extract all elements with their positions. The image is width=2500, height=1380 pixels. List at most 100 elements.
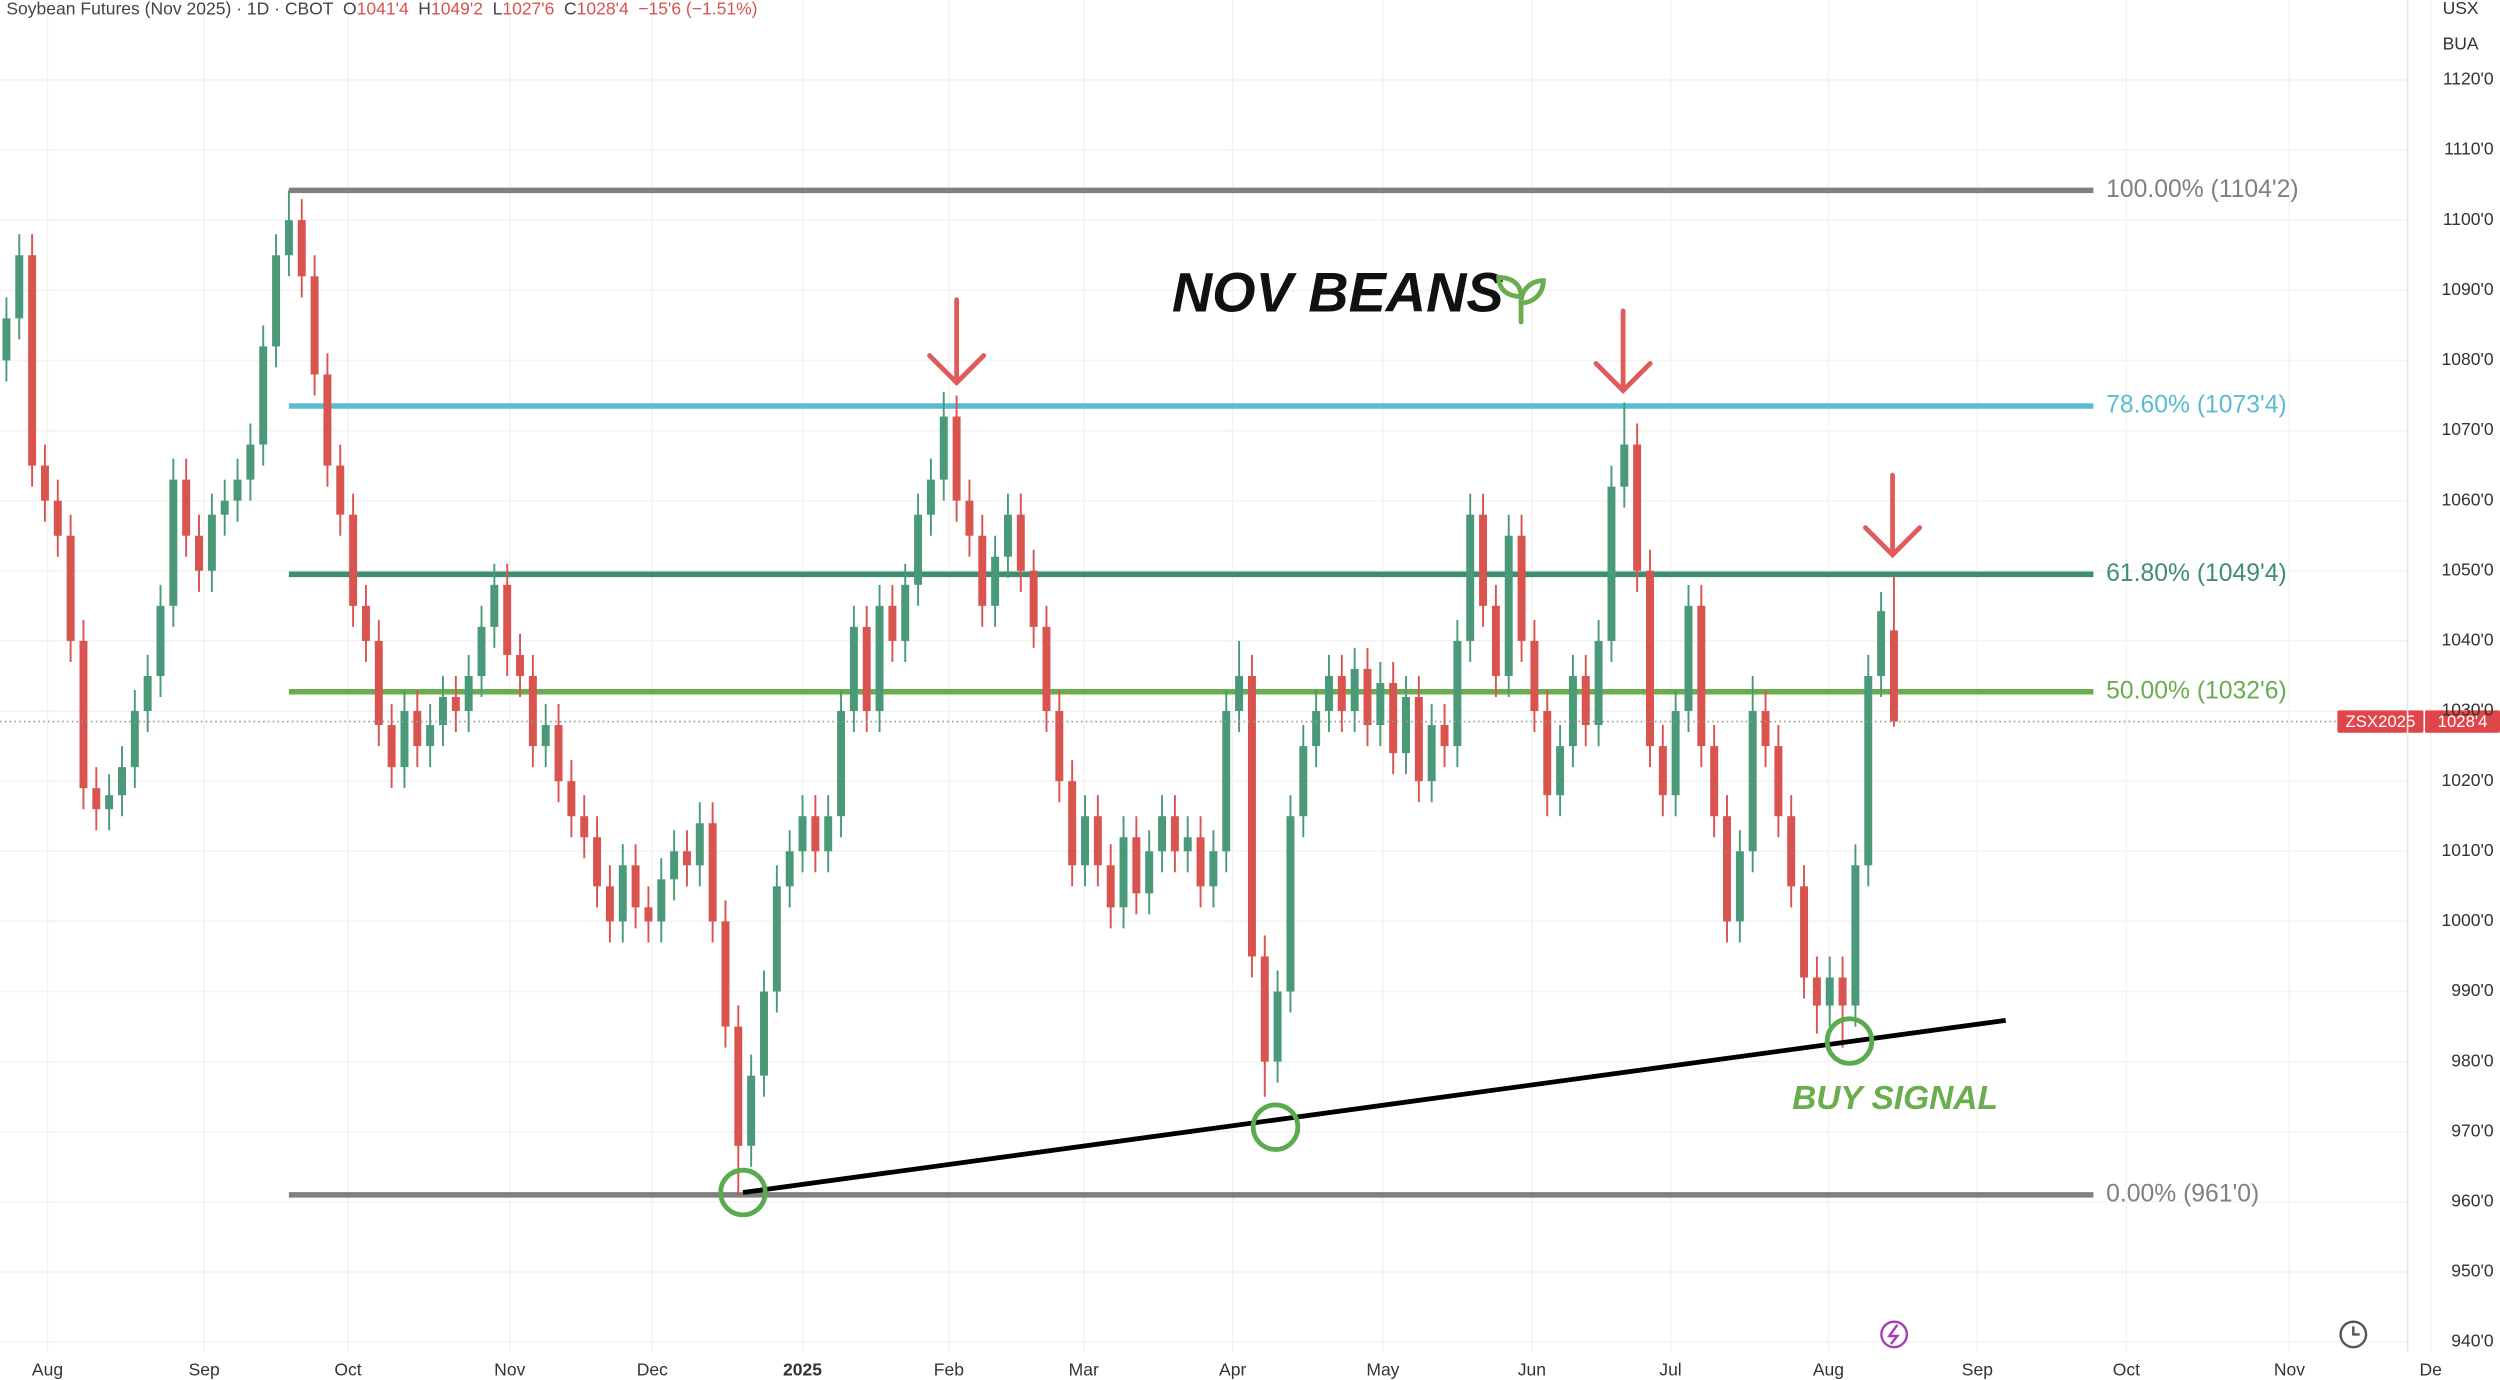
candle-body: [785, 851, 794, 887]
candle-body: [323, 374, 332, 466]
candle-body: [1453, 640, 1462, 747]
candle-body: [734, 1026, 743, 1146]
candle-body: [1517, 535, 1526, 641]
candle-body: [1299, 746, 1308, 817]
candle-body: [130, 711, 139, 768]
price-tag-label: 1028'4: [2438, 712, 2488, 731]
header-value: 1049'2: [431, 0, 483, 18]
candle-body: [1363, 668, 1372, 726]
y-tick-label: 970'0: [2451, 1120, 2494, 1140]
candle-body: [1851, 865, 1860, 1006]
y-tick-label: 940'0: [2451, 1331, 2494, 1351]
candles: [2, 190, 1898, 1195]
candle-body: [618, 865, 627, 922]
x-tick-label: Oct: [2113, 1360, 2140, 1380]
fib-label: 100.00% (1104'2): [2106, 176, 2298, 203]
candle-body: [413, 711, 422, 747]
candle-body: [605, 886, 614, 922]
candle-body: [297, 220, 306, 277]
candle-body: [580, 816, 589, 838]
candle-body: [1132, 837, 1141, 894]
y-tick-label: 1010'0: [2442, 840, 2494, 860]
candle-body: [310, 276, 319, 375]
candle-body: [914, 514, 923, 585]
header-key: L: [493, 0, 503, 18]
candle-body: [195, 535, 204, 571]
candle-body: [888, 605, 897, 641]
x-tick-label: Aug: [1813, 1360, 1844, 1380]
candle-body: [567, 781, 576, 817]
candle-body: [1761, 711, 1770, 747]
chart-title: NOV BEANS: [1172, 260, 1504, 323]
candle-body: [207, 514, 216, 571]
y-tick-label: 980'0: [2451, 1050, 2494, 1070]
candle-body: [156, 605, 165, 676]
candle-body: [1324, 675, 1333, 712]
candle-body: [182, 479, 191, 536]
y-tick-label: 1110'0: [2444, 139, 2494, 159]
candle-body: [695, 823, 704, 866]
x-tick-label: Nov: [494, 1360, 525, 1380]
candle-body: [1697, 605, 1706, 747]
candle-body: [1581, 675, 1590, 726]
header-key: H: [418, 0, 431, 18]
candle-body: [1877, 611, 1886, 676]
candle-body: [1068, 781, 1077, 866]
candle-body: [849, 626, 858, 712]
y-tick-label: 1050'0: [2442, 559, 2494, 579]
candle-body: [28, 255, 37, 466]
x-tick-label: Sep: [189, 1360, 220, 1380]
sprout-icon: [1496, 275, 1546, 325]
candle-body: [1055, 711, 1064, 782]
arrows: [927, 297, 1923, 559]
candle-body: [760, 991, 768, 1076]
candle-body: [92, 788, 101, 810]
candle-body: [400, 711, 409, 768]
candle-body: [2, 318, 11, 361]
candle-body: [1658, 746, 1667, 796]
candle-body: [259, 346, 268, 445]
candle-body: [1247, 675, 1256, 957]
y-tick-label: 950'0: [2451, 1261, 2494, 1281]
candle-body: [1029, 570, 1038, 627]
arrow: [927, 297, 987, 387]
lightning-icon: [1880, 1320, 1909, 1349]
header-key: C: [564, 0, 577, 18]
candle-body: [1286, 816, 1295, 992]
candle-body: [1800, 886, 1809, 978]
candle-body: [105, 795, 114, 810]
y-tick-label: 1100'0: [2443, 209, 2494, 229]
candle-body: [1016, 514, 1025, 571]
candle-body: [387, 725, 396, 768]
candle-body: [169, 479, 178, 606]
fib-label: 50.00% (1032'6): [2106, 677, 2287, 704]
clock-icon: [2339, 1320, 2368, 1349]
candle-body: [1106, 865, 1115, 908]
candle-body: [1748, 711, 1757, 852]
candle-body: [1414, 697, 1423, 782]
candle-body: [1235, 675, 1244, 712]
candle-body: [272, 255, 281, 347]
candle-body: [1491, 605, 1500, 676]
candle-body: [1145, 851, 1154, 894]
candle-body: [1825, 977, 1834, 1006]
y-tick-label: 1020'0: [2442, 770, 2494, 790]
candle-body: [451, 697, 460, 712]
x-tick-label: Nov: [2274, 1360, 2305, 1380]
candle-body: [1158, 816, 1167, 852]
fib-label: 61.80% (1049'4): [2106, 560, 2287, 587]
x-tick-label: Sep: [1962, 1360, 1993, 1380]
y-tick-label: 990'0: [2451, 980, 2494, 1000]
candle-body: [965, 500, 974, 536]
signal-circle: [1250, 1102, 1301, 1152]
candle-body: [439, 697, 447, 726]
y-tick-label: 1060'0: [2442, 489, 2494, 509]
candle-body: [349, 514, 358, 606]
candle-body: [747, 1075, 756, 1146]
y-tick-label: 1000'0: [2442, 910, 2494, 930]
candle-body: [1774, 746, 1783, 817]
candle-body: [1812, 977, 1821, 1006]
candle-body: [118, 767, 126, 796]
candle-body: [53, 500, 62, 536]
candle-body: [464, 675, 473, 712]
